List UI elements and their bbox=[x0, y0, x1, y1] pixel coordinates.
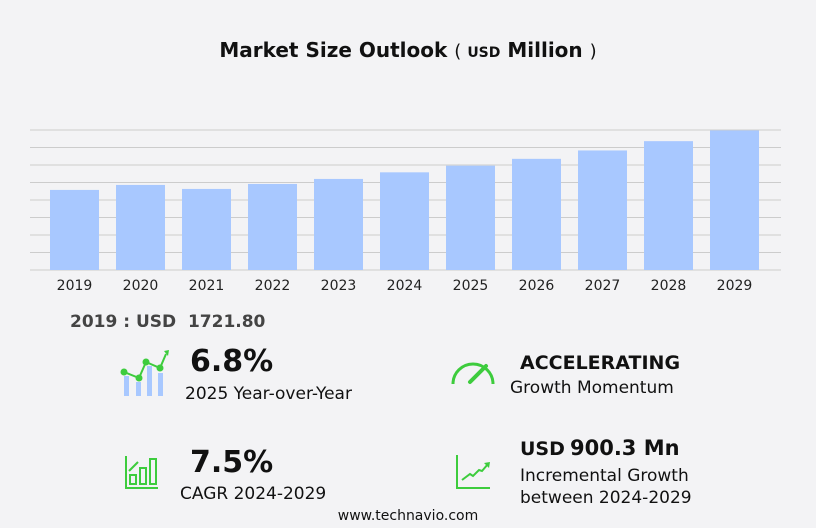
momentum-label: Growth Momentum bbox=[510, 378, 674, 398]
title-main: Market Size Outlook bbox=[219, 38, 448, 62]
x-tick-label: 2026 bbox=[519, 278, 555, 294]
yoy-value: 6.8% bbox=[190, 344, 274, 379]
base-year-number: 1721.80 bbox=[187, 312, 266, 332]
bar-2024 bbox=[380, 172, 429, 270]
x-tick-label: 2028 bbox=[651, 278, 687, 294]
bar-chart: 2019 2020 2021 2022 2023 2024 2025 2026 2027 2028… bbox=[30, 129, 781, 294]
bar-2022 bbox=[248, 183, 297, 270]
bar-chart-up-icon bbox=[125, 456, 158, 489]
bar-2027 bbox=[578, 150, 627, 270]
x-tick-label: 2024 bbox=[387, 278, 423, 294]
bar-2020 bbox=[116, 184, 165, 270]
x-tick-label: 2025 bbox=[453, 278, 489, 294]
footer-url: www.technavio.com bbox=[337, 508, 479, 524]
incremental-prefix: USD bbox=[520, 438, 565, 460]
bar-2028 bbox=[644, 141, 693, 270]
incremental-period: between 2024-2029 bbox=[520, 488, 692, 508]
x-tick-label: 2029 bbox=[717, 278, 753, 294]
title-paren: ( bbox=[454, 41, 462, 62]
bar-2025 bbox=[446, 165, 495, 270]
title-paren: ) bbox=[589, 41, 597, 62]
bar-2026 bbox=[512, 158, 561, 270]
chart-growth-icon bbox=[120, 350, 169, 396]
x-tick-label: 2019 bbox=[57, 278, 93, 294]
bar-2023 bbox=[314, 178, 363, 270]
yoy-label: 2025 Year-over-Year bbox=[185, 384, 352, 404]
bar-2029 bbox=[710, 130, 759, 270]
base-year-value: 2019 : USD 1721.80 bbox=[70, 312, 265, 332]
incremental-label: Incremental Growth bbox=[520, 466, 689, 486]
cagr-label: CAGR 2024-2029 bbox=[180, 484, 327, 504]
chart-title: Market Size Outlook ( USD Million ) bbox=[0, 38, 816, 62]
x-tick-label: 2027 bbox=[585, 278, 621, 294]
title-unit: USD bbox=[467, 45, 501, 61]
title-unit-word: Million bbox=[507, 38, 583, 62]
bar-2021 bbox=[182, 188, 231, 270]
x-tick-label: 2020 bbox=[123, 278, 159, 294]
x-tick-label: 2022 bbox=[255, 278, 291, 294]
base-year-label: 2019 : USD bbox=[70, 312, 177, 332]
x-tick-label: 2023 bbox=[321, 278, 357, 294]
incremental-number: 900.3 Mn bbox=[569, 436, 680, 460]
bar-2019 bbox=[50, 189, 99, 270]
momentum-value: ACCELERATING bbox=[520, 352, 681, 374]
x-tick-label: 2021 bbox=[189, 278, 225, 294]
line-chart-up-icon bbox=[456, 455, 490, 489]
speedometer-icon bbox=[451, 362, 495, 385]
cagr-value: 7.5% bbox=[190, 445, 274, 480]
incremental-value: USD 900.3 Mn bbox=[520, 436, 680, 460]
